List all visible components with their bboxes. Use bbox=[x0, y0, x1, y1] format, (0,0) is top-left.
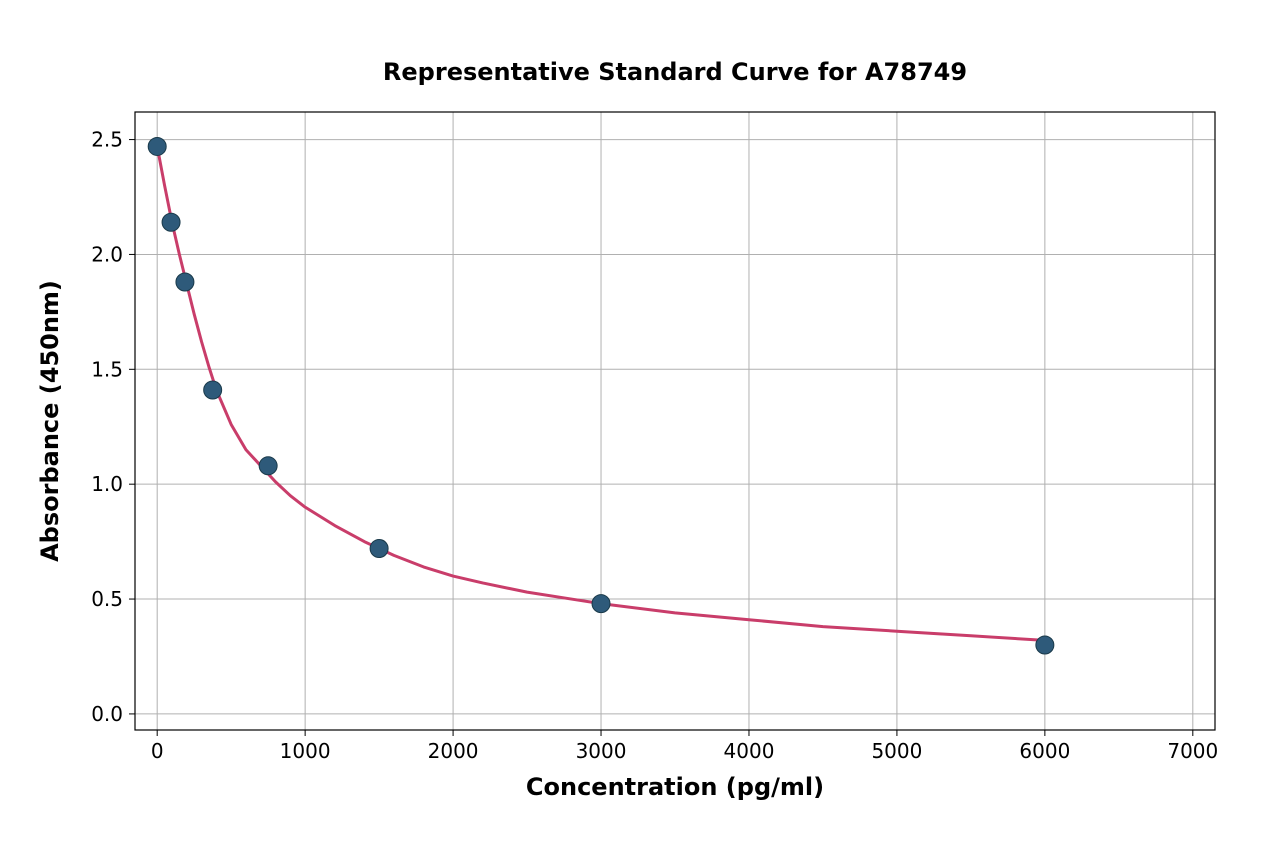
y-tick-label: 2.0 bbox=[91, 242, 123, 266]
x-tick-label: 4000 bbox=[724, 739, 775, 763]
y-tick-label: 0.0 bbox=[91, 702, 123, 726]
chart-container: 0 1000 2000 3000 4000 5000 6000 7000 0.0 0.5 1.0 1.… bbox=[0, 0, 1280, 845]
data-point bbox=[1036, 636, 1054, 654]
x-tick-label: 7000 bbox=[1167, 739, 1218, 763]
data-point bbox=[204, 381, 222, 399]
data-point bbox=[370, 540, 388, 558]
x-tick-label: 6000 bbox=[1019, 739, 1070, 763]
data-point bbox=[259, 457, 277, 475]
y-tick-label: 0.5 bbox=[91, 587, 123, 611]
y-axis-label: Absorbance (450nm) bbox=[36, 280, 64, 562]
y-tick-label: 1.5 bbox=[91, 357, 123, 381]
x-tick-label: 1000 bbox=[280, 739, 331, 763]
chart-title: Representative Standard Curve for A78749 bbox=[383, 58, 967, 86]
x-tick-label: 5000 bbox=[871, 739, 922, 763]
data-point bbox=[592, 595, 610, 613]
data-point bbox=[162, 213, 180, 231]
standard-curve-chart: 0 1000 2000 3000 4000 5000 6000 7000 0.0 0.5 1.0 1.… bbox=[0, 0, 1280, 845]
x-axis-label: Concentration (pg/ml) bbox=[526, 773, 824, 801]
data-point bbox=[176, 273, 194, 291]
x-tick-label: 3000 bbox=[576, 739, 627, 763]
y-tick-label: 1.0 bbox=[91, 472, 123, 496]
data-point bbox=[148, 137, 166, 155]
x-tick-label: 0 bbox=[151, 739, 164, 763]
x-tick-label: 2000 bbox=[428, 739, 479, 763]
y-tick-label: 2.5 bbox=[91, 128, 123, 152]
chart-background bbox=[0, 0, 1280, 845]
